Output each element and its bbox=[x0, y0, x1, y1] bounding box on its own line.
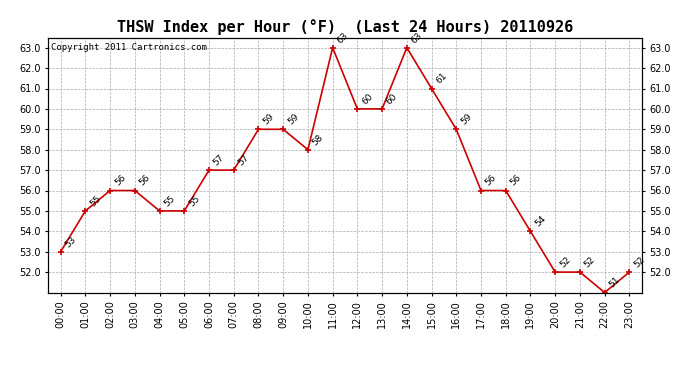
Text: 60: 60 bbox=[360, 92, 375, 106]
Text: 56: 56 bbox=[484, 173, 498, 188]
Text: 59: 59 bbox=[262, 112, 276, 126]
Text: 55: 55 bbox=[187, 194, 201, 208]
Text: 59: 59 bbox=[459, 112, 473, 126]
Text: 56: 56 bbox=[137, 173, 152, 188]
Text: 51: 51 bbox=[607, 275, 622, 290]
Text: 52: 52 bbox=[632, 255, 647, 269]
Text: 55: 55 bbox=[88, 194, 103, 208]
Text: 57: 57 bbox=[237, 153, 251, 167]
Text: 56: 56 bbox=[113, 173, 128, 188]
Text: 63: 63 bbox=[410, 30, 424, 45]
Text: 60: 60 bbox=[385, 92, 400, 106]
Text: 55: 55 bbox=[162, 194, 177, 208]
Text: 63: 63 bbox=[335, 30, 350, 45]
Text: 57: 57 bbox=[212, 153, 226, 167]
Text: 61: 61 bbox=[434, 71, 448, 86]
Title: THSW Index per Hour (°F)  (Last 24 Hours) 20110926: THSW Index per Hour (°F) (Last 24 Hours)… bbox=[117, 19, 573, 35]
Text: 54: 54 bbox=[533, 214, 548, 228]
Text: 52: 52 bbox=[582, 255, 597, 269]
Text: 52: 52 bbox=[558, 255, 572, 269]
Text: Copyright 2011 Cartronics.com: Copyright 2011 Cartronics.com bbox=[51, 43, 207, 52]
Text: 56: 56 bbox=[509, 173, 523, 188]
Text: 53: 53 bbox=[63, 234, 78, 249]
Text: 58: 58 bbox=[310, 132, 325, 147]
Text: 59: 59 bbox=[286, 112, 300, 126]
